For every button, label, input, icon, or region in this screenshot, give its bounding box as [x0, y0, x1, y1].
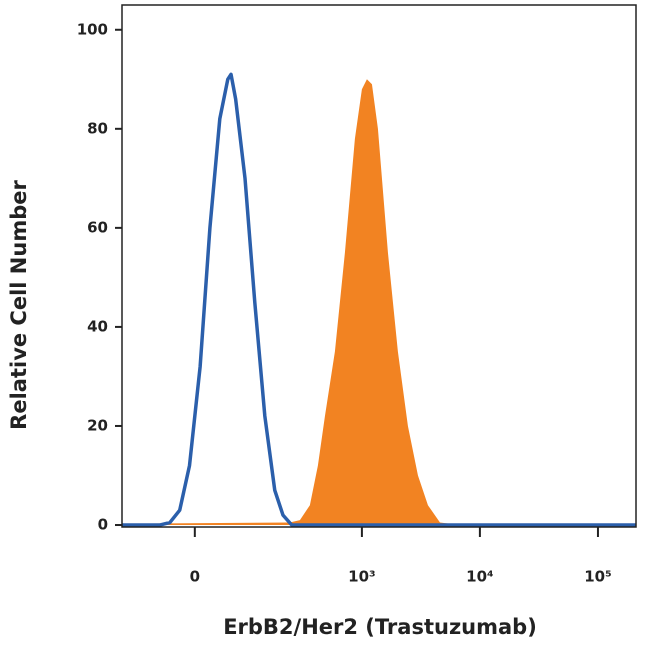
- x-tick-label: 0: [190, 568, 200, 586]
- y-tick-label: 0: [98, 516, 108, 534]
- y-tick-label: 20: [87, 416, 108, 434]
- y-tick-label: 100: [77, 20, 108, 38]
- x-tick-label: 10⁴: [466, 568, 493, 586]
- y-tick-label: 80: [87, 119, 108, 137]
- x-tick-label: 10⁵: [584, 568, 611, 586]
- histogram-line: [122, 72, 636, 527]
- x-tick-label: 10³: [348, 568, 375, 586]
- y-tick-label: 60: [87, 218, 108, 236]
- y-axis-title: Relative Cell Number: [7, 180, 31, 430]
- histogram-area: [122, 79, 636, 526]
- y-tick-label: 40: [87, 317, 108, 335]
- x-axis-title: ErbB2/Her2 (Trastuzumab): [223, 615, 537, 639]
- plot-frame: [121, 4, 637, 528]
